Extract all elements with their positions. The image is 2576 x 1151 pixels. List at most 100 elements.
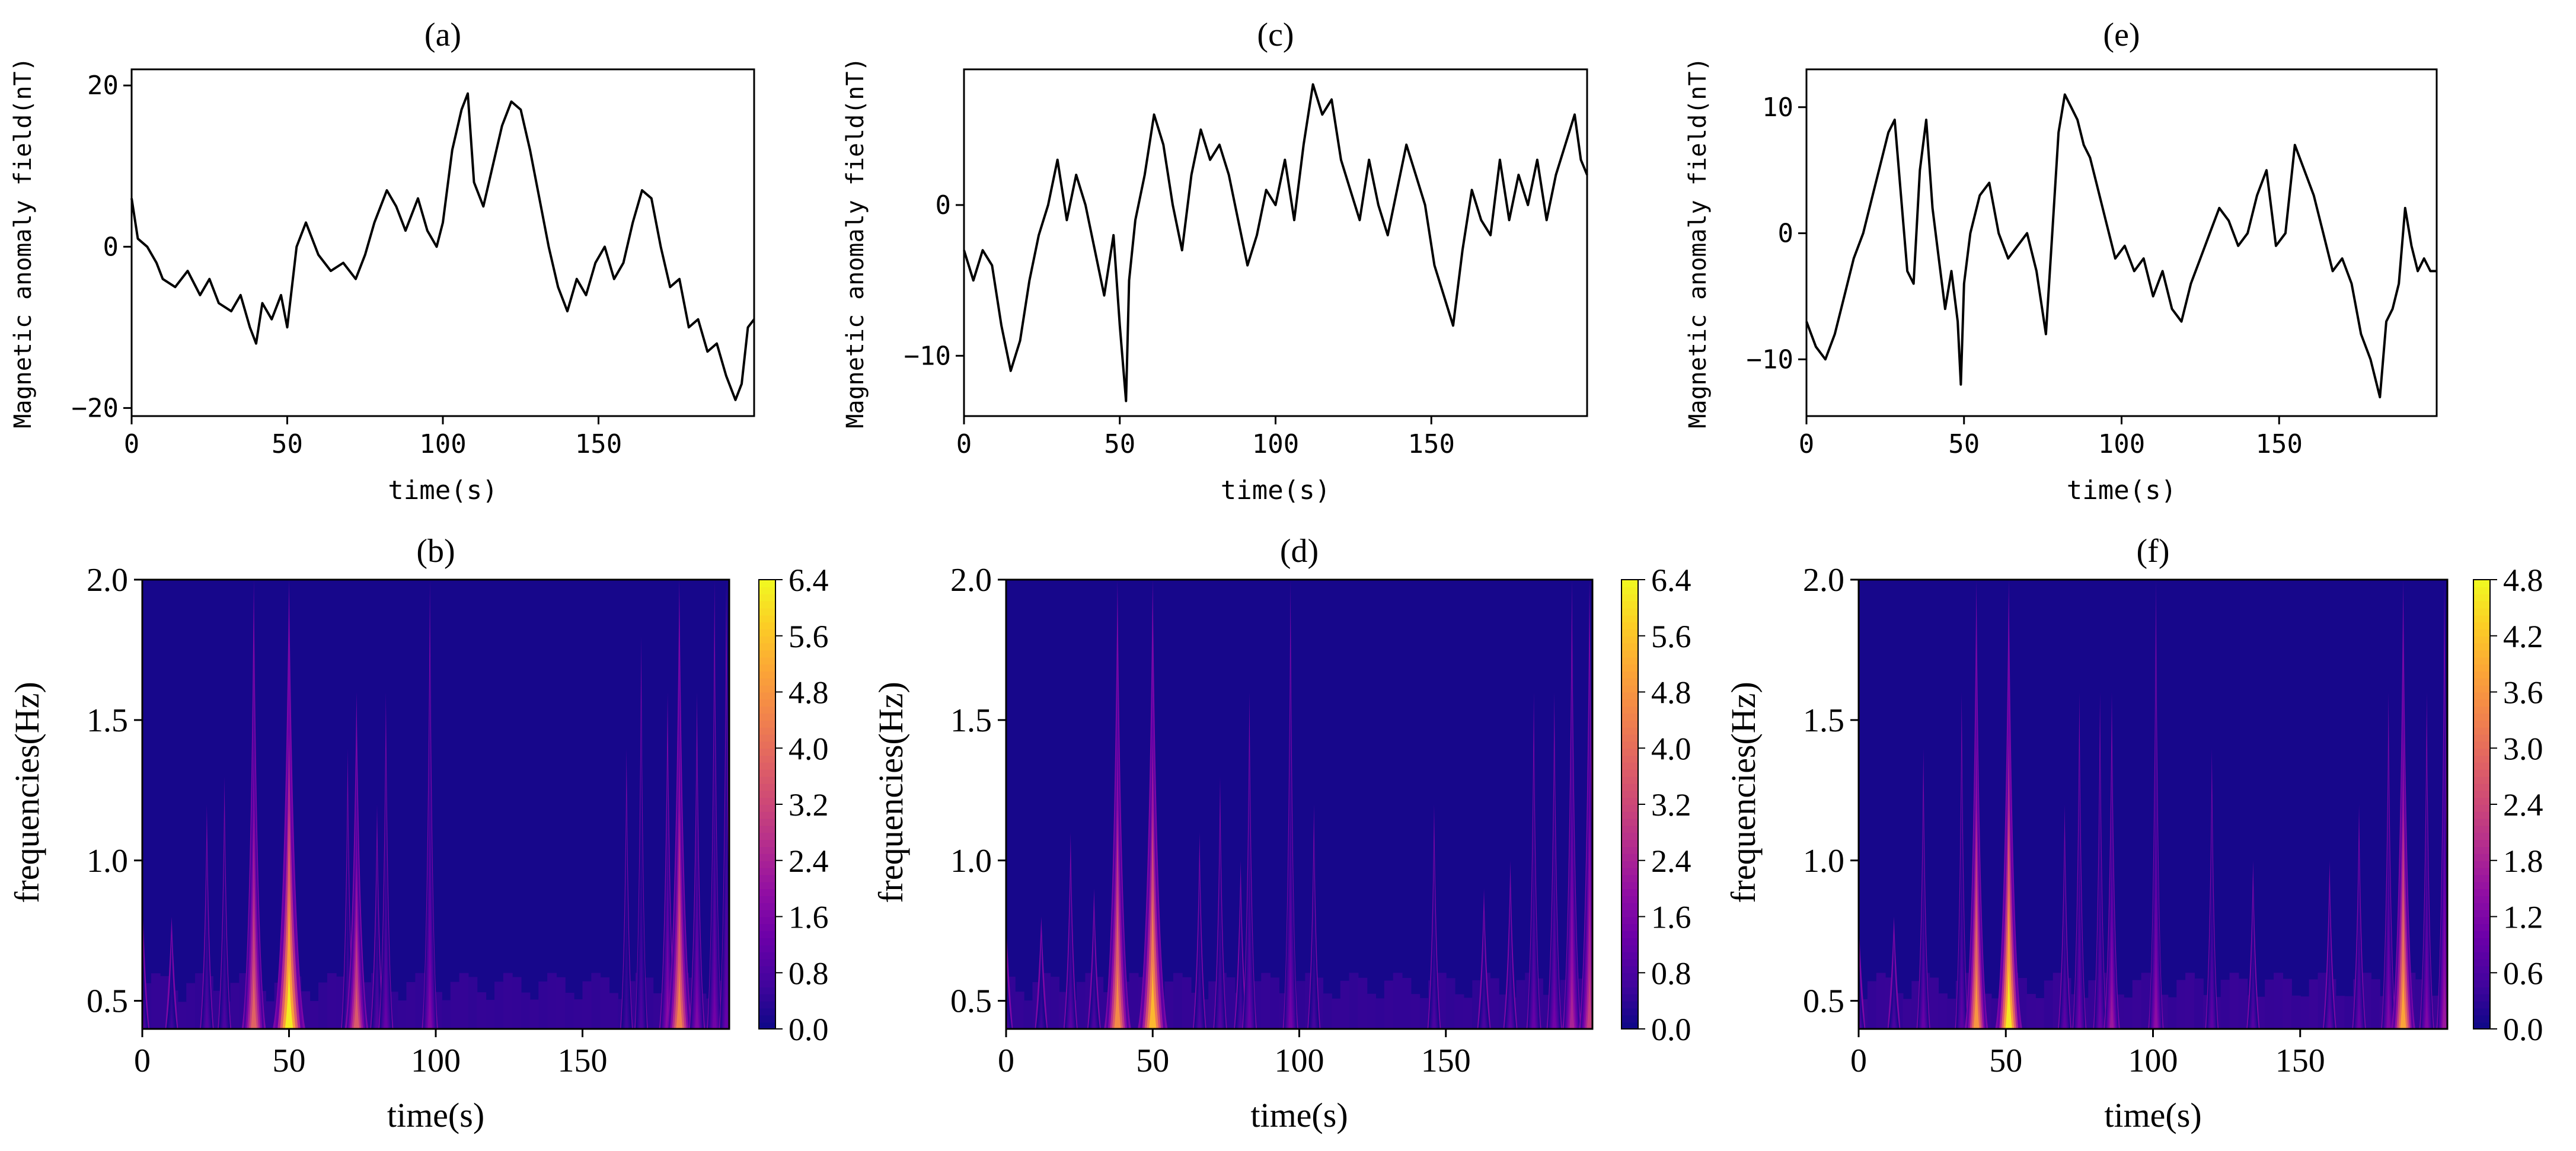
band-cell xyxy=(564,993,574,1029)
heatmap-background xyxy=(1006,580,1592,1029)
spike-layer xyxy=(1238,1003,1243,1029)
colorbar-segment xyxy=(2473,1000,2490,1009)
band-cell xyxy=(591,973,601,1029)
colorbar-segment xyxy=(1621,657,1638,665)
spike-layer xyxy=(1112,885,1123,1029)
colorbar-segment xyxy=(2473,944,2490,952)
spike-layer xyxy=(1891,993,1897,1029)
x-axis-label: time(s) xyxy=(387,1096,484,1134)
colorbar-segment xyxy=(759,769,775,777)
colorbar-tick-label: 0.0 xyxy=(2503,1012,2543,1047)
colorbar-segment xyxy=(1621,958,1638,967)
x-tick-label: 100 xyxy=(2098,429,2145,459)
band-cell xyxy=(2265,979,2275,1029)
spike-layer xyxy=(2425,978,2429,1029)
colorbar-segment xyxy=(1621,973,1638,981)
colorbar-segment xyxy=(2473,657,2490,665)
spike-layer xyxy=(2077,978,2082,1029)
band-cell xyxy=(327,973,337,1029)
colorbar-segment xyxy=(1621,832,1638,840)
y-tick-label: 0 xyxy=(103,232,119,262)
colorbar-segment xyxy=(2473,909,2490,917)
colorbar-segment xyxy=(759,783,775,791)
spike-layer xyxy=(2400,961,2406,1029)
x-axis-label: time(s) xyxy=(388,475,497,506)
energy-spike xyxy=(2352,804,2366,1029)
colorbar-segment xyxy=(2473,600,2490,609)
band-cell xyxy=(477,992,487,1029)
spike-layer xyxy=(1432,995,1436,1029)
colorbar-segment xyxy=(2473,797,2490,805)
spike-layer xyxy=(2076,921,2083,1029)
band-cell xyxy=(1903,999,1913,1029)
spike-layer xyxy=(2098,978,2102,1029)
colorbar-segment xyxy=(2473,846,2490,854)
colorbar-segment xyxy=(759,713,775,721)
spike-layer xyxy=(285,961,293,1029)
heatmap-chart-b: (b) 0 50 100 150 0.5 1.0 1.5 2.0 time(s) frequenci… xyxy=(8,533,829,1134)
x-tick-label: 150 xyxy=(575,429,622,459)
y-tick-label: 1.5 xyxy=(950,702,992,739)
band-cell xyxy=(1410,994,1421,1029)
band-cell xyxy=(2132,980,2142,1029)
band-cell xyxy=(177,1002,187,1029)
colorbar-segment xyxy=(2473,867,2490,875)
spike-layer xyxy=(353,978,360,1029)
x-tick-label: 50 xyxy=(1104,429,1135,459)
x-tick-label: 150 xyxy=(558,1043,608,1079)
band-cell xyxy=(1173,973,1183,1029)
y-tick-label: 1.0 xyxy=(950,843,992,880)
energy-spike xyxy=(666,580,693,1029)
spike-layer xyxy=(2097,921,2103,1029)
colorbar-segment xyxy=(1621,874,1638,883)
colorbar-segment xyxy=(759,1015,775,1023)
x-axis-label: time(s) xyxy=(1250,1096,1348,1134)
colorbar-segment xyxy=(2473,622,2490,629)
colorbar-segment xyxy=(759,909,775,917)
colorbar-segment xyxy=(759,677,775,686)
series-line xyxy=(1805,93,2437,399)
colorbar-segment xyxy=(1621,762,1638,770)
spike-layer xyxy=(1587,961,1592,1029)
colorbar-segment xyxy=(759,888,775,896)
colorbar-tick-label: 1.6 xyxy=(789,900,829,935)
colorbar-segment xyxy=(1621,839,1638,848)
colorbar-segment xyxy=(2473,790,2490,798)
colorbar-segment xyxy=(759,720,775,728)
energy-spike xyxy=(2419,692,2434,1029)
y-tick-label: 0.5 xyxy=(1803,983,1844,1020)
spike-layer xyxy=(2442,961,2447,1029)
colorbar-segment xyxy=(759,867,775,875)
colorbar-segment xyxy=(1621,755,1638,763)
spike-layer xyxy=(1114,961,1121,1029)
colorbar-segment xyxy=(759,685,775,693)
colorbar-segment xyxy=(1621,727,1638,735)
band-cell xyxy=(2168,997,2178,1029)
spike-layer xyxy=(2063,995,2067,1029)
energy-spike xyxy=(2323,860,2336,1029)
colorbar-tick-label: 4.8 xyxy=(1651,675,1691,711)
colorbar-segment xyxy=(1621,769,1638,777)
band-cell xyxy=(2123,997,2133,1029)
colorbar-tick-label: 0.6 xyxy=(2503,955,2543,991)
band-cell xyxy=(1938,993,1948,1029)
spike-layer xyxy=(1288,961,1292,1029)
band-cell xyxy=(2220,980,2230,1029)
colorbar-segment xyxy=(1621,734,1638,742)
band-cell xyxy=(441,1000,451,1029)
band-cell xyxy=(582,981,592,1029)
spike-layer xyxy=(2441,885,2447,1029)
energy-spike xyxy=(1063,832,1078,1029)
colorbar-segment xyxy=(2473,685,2490,693)
spike-layer xyxy=(2398,885,2408,1029)
spike-layer xyxy=(676,961,683,1029)
colorbar-segment xyxy=(1621,867,1638,875)
colorbar-segment xyxy=(1621,677,1638,686)
colorbar-tick-label: 4.2 xyxy=(2503,619,2543,654)
colorbar-tick-label: 1.8 xyxy=(2503,843,2543,879)
spike-layer xyxy=(1218,991,1222,1029)
band-cell xyxy=(1129,973,1139,1029)
colorbar-segment xyxy=(2473,580,2490,587)
colorbar-segment xyxy=(759,804,775,812)
y-tick-label: 0.5 xyxy=(950,983,992,1020)
